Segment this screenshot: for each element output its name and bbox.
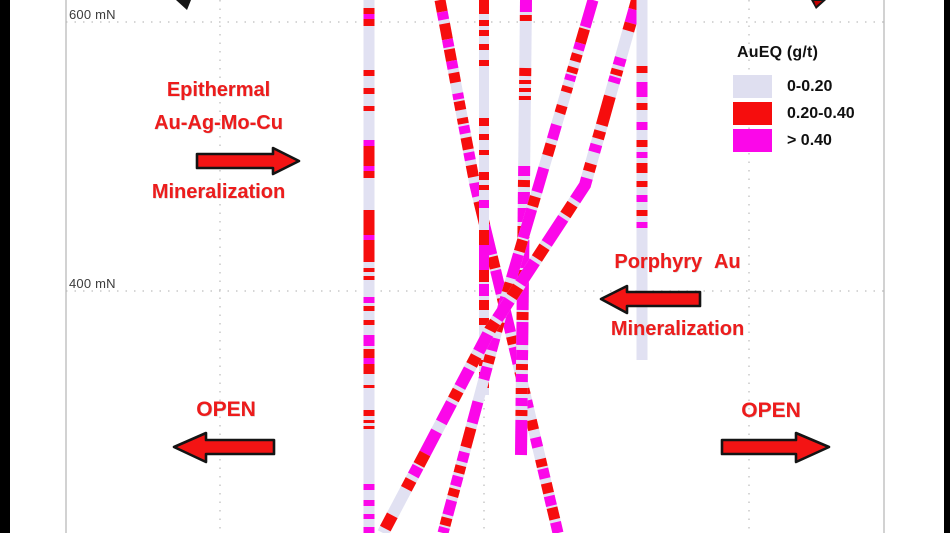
porphyry-label-line1: Porphyry Au [614,251,741,273]
left-edge-bar [0,0,10,533]
northing-label-400: 400 mN [69,276,116,291]
plot-borders [65,0,885,533]
legend-swatch-high-icon [733,129,772,152]
legend: AuEQ (g/t) 0-0.20 0.20-0.40 > 0.40 [733,44,885,156]
open-label-right: OPEN [741,399,801,422]
porphyry-label-line2: Mineralization [610,318,745,340]
open-left-arrow-icon [172,431,276,464]
open-label-left: OPEN [196,398,256,421]
drill-hole-trace [377,0,643,533]
epithermal-arrow-right-icon [195,146,301,176]
legend-swatch-mid-icon [733,102,772,125]
legend-label-mid: 0.20-0.40 [787,104,855,122]
porphyry-arrow-left-icon [599,284,702,315]
northing-label-600: 600 mN [69,7,116,22]
cutoff-arrow-tip-left-icon [176,0,191,10]
legend-item-mid: 0.20-0.40 [733,102,885,125]
epithermal-label-line2: Au-Ag-Mo-Cu [154,112,283,134]
gridlines [66,0,884,533]
right-edge-bar [944,0,950,533]
legend-label-high: > 0.40 [787,131,832,149]
legend-item-high: > 0.40 [733,129,885,152]
legend-item-low: 0-0.20 [733,75,885,98]
legend-label-low: 0-0.20 [787,77,833,95]
legend-title: AuEQ (g/t) [737,44,819,61]
epithermal-label-line3: Mineralization [151,181,286,203]
epithermal-label-line1: Epithermal [166,79,271,101]
cutoff-arrow-tip-right-icon [811,0,826,9]
open-right-arrow-icon [720,431,831,464]
legend-swatch-low-icon [733,75,772,98]
